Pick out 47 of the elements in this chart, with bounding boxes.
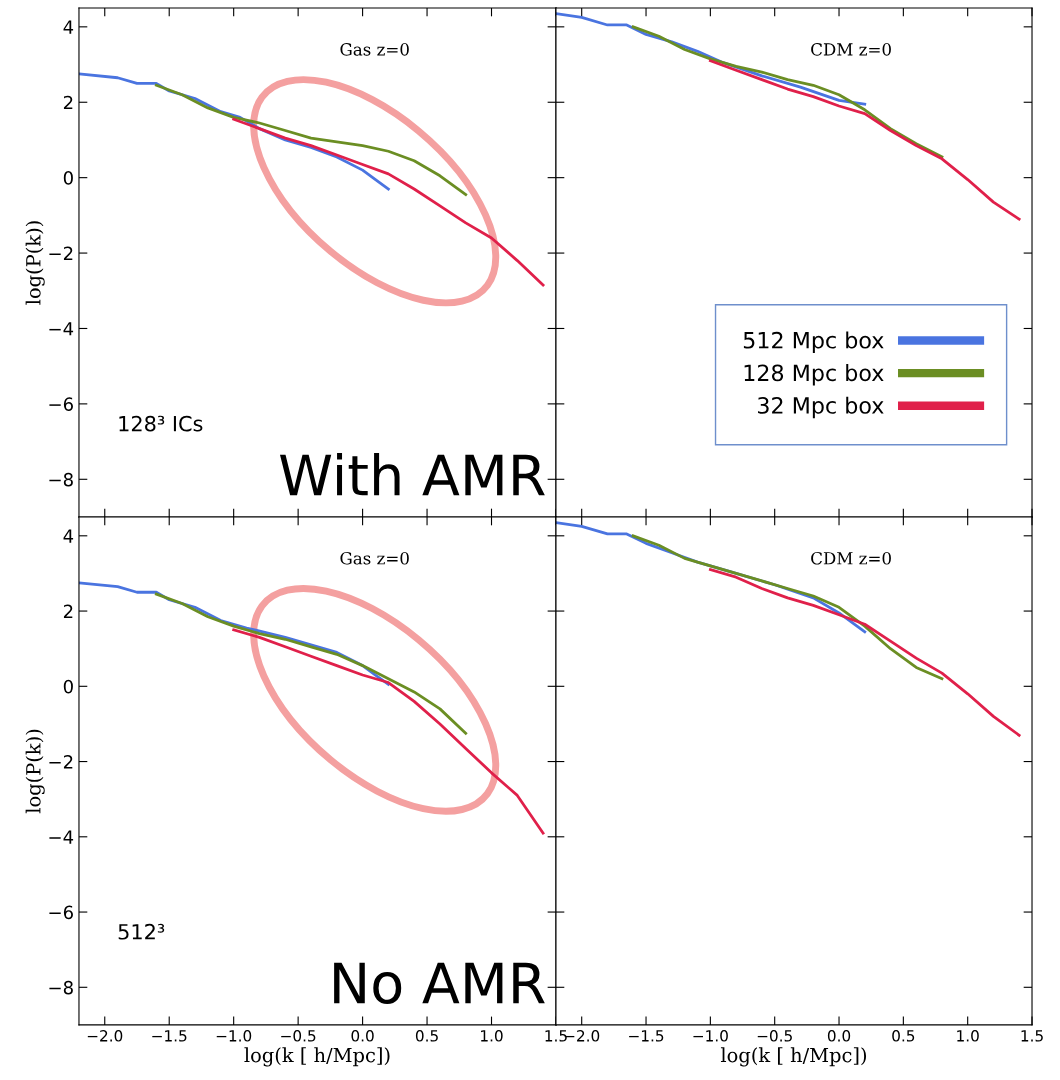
x-axis-title: log(k [ h/Mpc]) (720, 1047, 867, 1067)
legend-label: 512 Mpc box (743, 331, 884, 353)
annotation: Gas z=0 (340, 551, 409, 565)
annotation: 128³ ICs (119, 415, 203, 432)
y-tick-label: 0 (63, 171, 73, 185)
y-tick-label: −8 (49, 980, 73, 995)
x-tick-label: −1.5 (629, 1030, 664, 1042)
y-tick-label: −4 (49, 322, 74, 336)
line-series (154, 592, 468, 735)
y-tick-label: −4 (49, 830, 74, 844)
y-tick-label: −6 (49, 905, 73, 920)
x-tick-label: 1.0 (481, 1030, 503, 1042)
legend-label: 128 Mpc box (744, 364, 884, 386)
annotation: CDM z=0 (811, 43, 891, 56)
x-tick-label: −1.5 (152, 1030, 187, 1042)
line-series (232, 628, 545, 835)
y-axis-title: log(P(k)) (25, 221, 45, 305)
x-tick-label: −2.0 (87, 1030, 123, 1042)
annotation: No AMR (334, 962, 545, 1004)
line-series (232, 117, 545, 287)
y-tick-label: −8 (49, 472, 73, 487)
x-tick-label: 0.0 (351, 1030, 374, 1042)
y-tick-label: 2 (63, 95, 73, 110)
line-series (154, 83, 468, 197)
x-tick-label: −1.0 (693, 1030, 728, 1042)
y-tick-label: 2 (63, 604, 73, 618)
annotation: 512³ (118, 923, 165, 940)
x-axis-title: log(k [ h/Mpc]) (244, 1047, 390, 1067)
annotation: Gas z=0 (340, 43, 409, 56)
legend-label: 32 Mpc box (758, 396, 884, 419)
x-tick-label: −0.5 (281, 1030, 316, 1042)
x-tick-label: −1.0 (216, 1030, 252, 1042)
x-tick-label: 0.5 (892, 1030, 915, 1042)
x-tick-label: 0.0 (827, 1030, 851, 1042)
y-tick-label: −6 (49, 397, 73, 411)
y-axis-title: log(P(k)) (25, 729, 45, 814)
x-tick-label: 0.5 (415, 1030, 438, 1042)
y-tick-label: 4 (63, 20, 74, 34)
annotation: CDM z=0 (811, 551, 891, 565)
x-tick-label: 1.5 (1021, 1030, 1043, 1042)
y-tick-label: 0 (63, 679, 73, 694)
annotation: With AMR (279, 453, 545, 496)
y-tick-label: 4 (63, 529, 74, 543)
y-tick-label: −2 (49, 755, 73, 769)
x-tick-label: 1.0 (957, 1030, 979, 1042)
y-tick-label: −2 (49, 246, 73, 260)
x-tick-label: −0.5 (757, 1030, 792, 1042)
